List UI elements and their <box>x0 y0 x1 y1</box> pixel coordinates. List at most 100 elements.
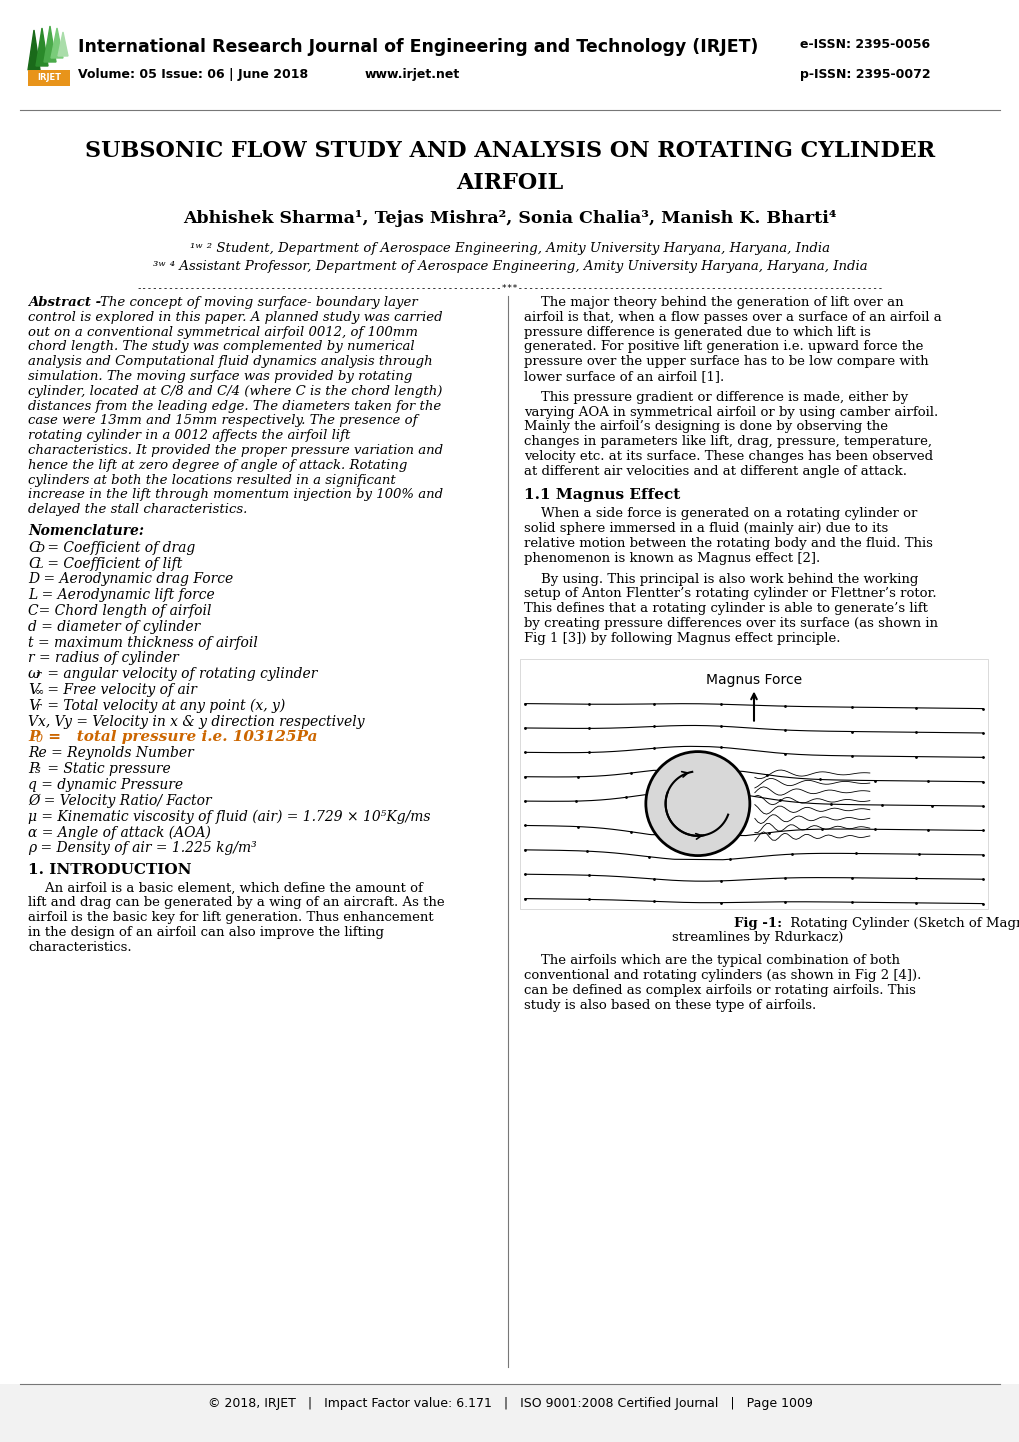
Text: = Static pressure: = Static pressure <box>43 761 170 776</box>
Text: C: C <box>28 541 40 555</box>
Text: Mainly the airfoil’s designing is done by observing the: Mainly the airfoil’s designing is done b… <box>524 421 888 434</box>
Text: distances from the leading edge. The diameters taken for the: distances from the leading edge. The dia… <box>28 399 441 412</box>
Text: =   total pressure i.e. 103125Pa: = total pressure i.e. 103125Pa <box>43 731 317 744</box>
Text: airfoil is that, when a flow passes over a surface of an airfoil a: airfoil is that, when a flow passes over… <box>524 311 941 324</box>
Text: International Research Journal of Engineering and Technology (IRJET): International Research Journal of Engine… <box>77 37 758 56</box>
Text: varying AOA in symmetrical airfoil or by using camber airfoil.: varying AOA in symmetrical airfoil or by… <box>524 405 937 418</box>
Bar <box>0 1384 1019 1442</box>
Text: α = Angle of attack (AOA): α = Angle of attack (AOA) <box>28 825 211 839</box>
Text: An airfoil is a basic element, which define the amount of: An airfoil is a basic element, which def… <box>28 881 423 894</box>
Text: lower surface of an airfoil [1].: lower surface of an airfoil [1]. <box>524 371 723 384</box>
Text: analysis and Computational fluid dynamics analysis through: analysis and Computational fluid dynamic… <box>28 355 432 368</box>
Polygon shape <box>28 30 40 71</box>
Text: V: V <box>28 699 39 712</box>
Text: Fig -1:: Fig -1: <box>734 917 782 930</box>
Text: The major theory behind the generation of lift over an: The major theory behind the generation o… <box>524 296 903 309</box>
Text: lift and drag can be generated by a wing of an aircraft. As the: lift and drag can be generated by a wing… <box>28 897 444 910</box>
Text: changes in parameters like lift, drag, pressure, temperature,: changes in parameters like lift, drag, p… <box>524 435 931 448</box>
Text: out on a conventional symmetrical airfoil 0012, of 100mm: out on a conventional symmetrical airfoi… <box>28 326 418 339</box>
Text: Rotating Cylinder (Sketch of Magnus effect with: Rotating Cylinder (Sketch of Magnus effe… <box>786 917 1019 930</box>
Text: μ = Kinematic viscosity of fluid (air) = 1.729 × 10⁵Kg/ms: μ = Kinematic viscosity of fluid (air) =… <box>28 809 430 823</box>
Text: characteristics.: characteristics. <box>28 940 131 953</box>
Text: velocity etc. at its surface. These changes has been observed: velocity etc. at its surface. These chan… <box>524 450 932 463</box>
Text: ω: ω <box>28 668 41 681</box>
Text: C: C <box>28 557 40 571</box>
Text: ∞: ∞ <box>35 686 44 696</box>
Text: = angular velocity of rotating cylinder: = angular velocity of rotating cylinder <box>43 668 317 681</box>
Text: solid sphere immersed in a fluid (mainly air) due to its: solid sphere immersed in a fluid (mainly… <box>524 522 888 535</box>
Text: case were 13mm and 15mm respectively. The presence of: case were 13mm and 15mm respectively. Th… <box>28 414 417 427</box>
Text: SUBSONIC FLOW STUDY AND ANALYSIS ON ROTATING CYLINDER: SUBSONIC FLOW STUDY AND ANALYSIS ON ROTA… <box>85 140 934 162</box>
Bar <box>520 659 987 908</box>
Text: ρ = Density of air = 1.225 kg/m³: ρ = Density of air = 1.225 kg/m³ <box>28 841 257 855</box>
Text: Magnus Force: Magnus Force <box>705 672 801 686</box>
Text: IRJET: IRJET <box>37 74 61 82</box>
Text: = Total velocity at any point (x, y): = Total velocity at any point (x, y) <box>43 699 285 714</box>
Text: at different air velocities and at different angle of attack.: at different air velocities and at diffe… <box>524 464 906 477</box>
Text: t = maximum thickness of airfoil: t = maximum thickness of airfoil <box>28 636 258 649</box>
Text: chord length. The study was complemented by numerical: chord length. The study was complemented… <box>28 340 414 353</box>
Text: hence the lift at zero degree of angle of attack. Rotating: hence the lift at zero degree of angle o… <box>28 459 407 472</box>
Text: Ø = Velocity Ratio/ Factor: Ø = Velocity Ratio/ Factor <box>28 793 211 808</box>
Text: = Coefficient of lift: = Coefficient of lift <box>43 557 182 571</box>
Text: airfoil is the basic key for lift generation. Thus enhancement: airfoil is the basic key for lift genera… <box>28 911 433 924</box>
Text: phenomenon is known as Magnus effect [2].: phenomenon is known as Magnus effect [2]… <box>524 552 819 565</box>
Text: Abstract -: Abstract - <box>28 296 101 309</box>
Text: can be defined as complex airfoils or rotating airfoils. This: can be defined as complex airfoils or ro… <box>524 983 915 996</box>
Text: D = Aerodynamic drag Force: D = Aerodynamic drag Force <box>28 572 233 587</box>
Text: = Free velocity of air: = Free velocity of air <box>43 684 197 696</box>
Text: C= Chord length of airfoil: C= Chord length of airfoil <box>28 604 211 619</box>
Text: relative motion between the rotating body and the fluid. This: relative motion between the rotating bod… <box>524 536 932 549</box>
Text: conventional and rotating cylinders (as shown in Fig 2 [4]).: conventional and rotating cylinders (as … <box>524 969 920 982</box>
Polygon shape <box>36 27 48 66</box>
Text: L: L <box>35 559 43 570</box>
Text: increase in the lift through momentum injection by 100% and: increase in the lift through momentum in… <box>28 489 442 502</box>
Text: by creating pressure differences over its surface (as shown in: by creating pressure differences over it… <box>524 617 937 630</box>
Text: Volume: 05 Issue: 06 | June 2018: Volume: 05 Issue: 06 | June 2018 <box>77 68 308 81</box>
Text: The airfoils which are the typical combination of both: The airfoils which are the typical combi… <box>524 955 899 968</box>
Text: ³ʷ ⁴ Assistant Professor, Department of Aerospace Engineering, Amity University : ³ʷ ⁴ Assistant Professor, Department of … <box>153 260 866 273</box>
Text: L = Aerodynamic lift force: L = Aerodynamic lift force <box>28 588 215 603</box>
Text: r = radius of cylinder: r = radius of cylinder <box>28 652 178 665</box>
Text: This defines that a rotating cylinder is able to generate’s lift: This defines that a rotating cylinder is… <box>524 603 927 616</box>
Polygon shape <box>51 27 63 58</box>
Text: characteristics. It provided the proper pressure variation and: characteristics. It provided the proper … <box>28 444 442 457</box>
Text: cylinder, located at C/8 and C/4 (where C is the chord length): cylinder, located at C/8 and C/4 (where … <box>28 385 442 398</box>
Text: Nomenclature:: Nomenclature: <box>28 523 144 538</box>
Text: control is explored in this paper. A planned study was carried: control is explored in this paper. A pla… <box>28 311 442 324</box>
Text: in the design of an airfoil can also improve the lifting: in the design of an airfoil can also imp… <box>28 926 383 939</box>
Text: 1.1 Magnus Effect: 1.1 Magnus Effect <box>524 487 680 502</box>
Text: generated. For positive lift generation i.e. upward force the: generated. For positive lift generation … <box>524 340 922 353</box>
Text: Fig 1 [3]) by following Magnus effect principle.: Fig 1 [3]) by following Magnus effect pr… <box>524 632 840 645</box>
Text: 0: 0 <box>36 734 43 744</box>
Text: delayed the stall characteristics.: delayed the stall characteristics. <box>28 503 248 516</box>
Text: When a side force is generated on a rotating cylinder or: When a side force is generated on a rota… <box>524 508 916 521</box>
Text: D: D <box>35 544 44 554</box>
Text: © 2018, IRJET   |   Impact Factor value: 6.171   |   ISO 9001:2008 Certified Jou: © 2018, IRJET | Impact Factor value: 6.1… <box>207 1397 812 1410</box>
Text: pressure over the upper surface has to be low compare with: pressure over the upper surface has to b… <box>524 355 927 368</box>
Text: streamlines by Rdurkacz): streamlines by Rdurkacz) <box>672 932 843 945</box>
Text: Abhishek Sharma¹, Tejas Mishra², Sonia Chalia³, Manish K. Bharti⁴: Abhishek Sharma¹, Tejas Mishra², Sonia C… <box>183 211 836 226</box>
Text: simulation. The moving surface was provided by rotating: simulation. The moving surface was provi… <box>28 371 412 384</box>
Text: e-ISSN: 2395-0056: e-ISSN: 2395-0056 <box>799 37 929 50</box>
Text: ¹ʷ ² Student, Department of Aerospace Engineering, Amity University Haryana, Har: ¹ʷ ² Student, Department of Aerospace En… <box>190 242 829 255</box>
Text: V: V <box>28 684 39 696</box>
Text: AIRFOIL: AIRFOIL <box>455 172 564 195</box>
Text: Vx, Vy = Velocity in x & y direction respectively: Vx, Vy = Velocity in x & y direction res… <box>28 715 364 728</box>
Circle shape <box>645 751 749 855</box>
Text: By using. This principal is also work behind the working: By using. This principal is also work be… <box>524 572 917 585</box>
Text: d = diameter of cylinder: d = diameter of cylinder <box>28 620 200 634</box>
Text: r: r <box>35 671 41 681</box>
Text: rotating cylinder in a 0012 affects the airfoil lift: rotating cylinder in a 0012 affects the … <box>28 430 351 443</box>
Text: p-ISSN: 2395-0072: p-ISSN: 2395-0072 <box>799 68 929 81</box>
Text: P: P <box>28 731 40 744</box>
Polygon shape <box>44 26 56 62</box>
Text: q = dynamic Pressure: q = dynamic Pressure <box>28 777 183 792</box>
Text: s: s <box>35 766 41 774</box>
Text: The concept of moving surface- boundary layer: The concept of moving surface- boundary … <box>100 296 418 309</box>
Text: This pressure gradient or difference is made, either by: This pressure gradient or difference is … <box>524 391 907 404</box>
Text: Re = Reynolds Number: Re = Reynolds Number <box>28 746 194 760</box>
Text: study is also based on these type of airfoils.: study is also based on these type of air… <box>524 999 815 1012</box>
FancyBboxPatch shape <box>28 71 70 87</box>
Text: cylinders at both the locations resulted in a significant: cylinders at both the locations resulted… <box>28 473 395 486</box>
